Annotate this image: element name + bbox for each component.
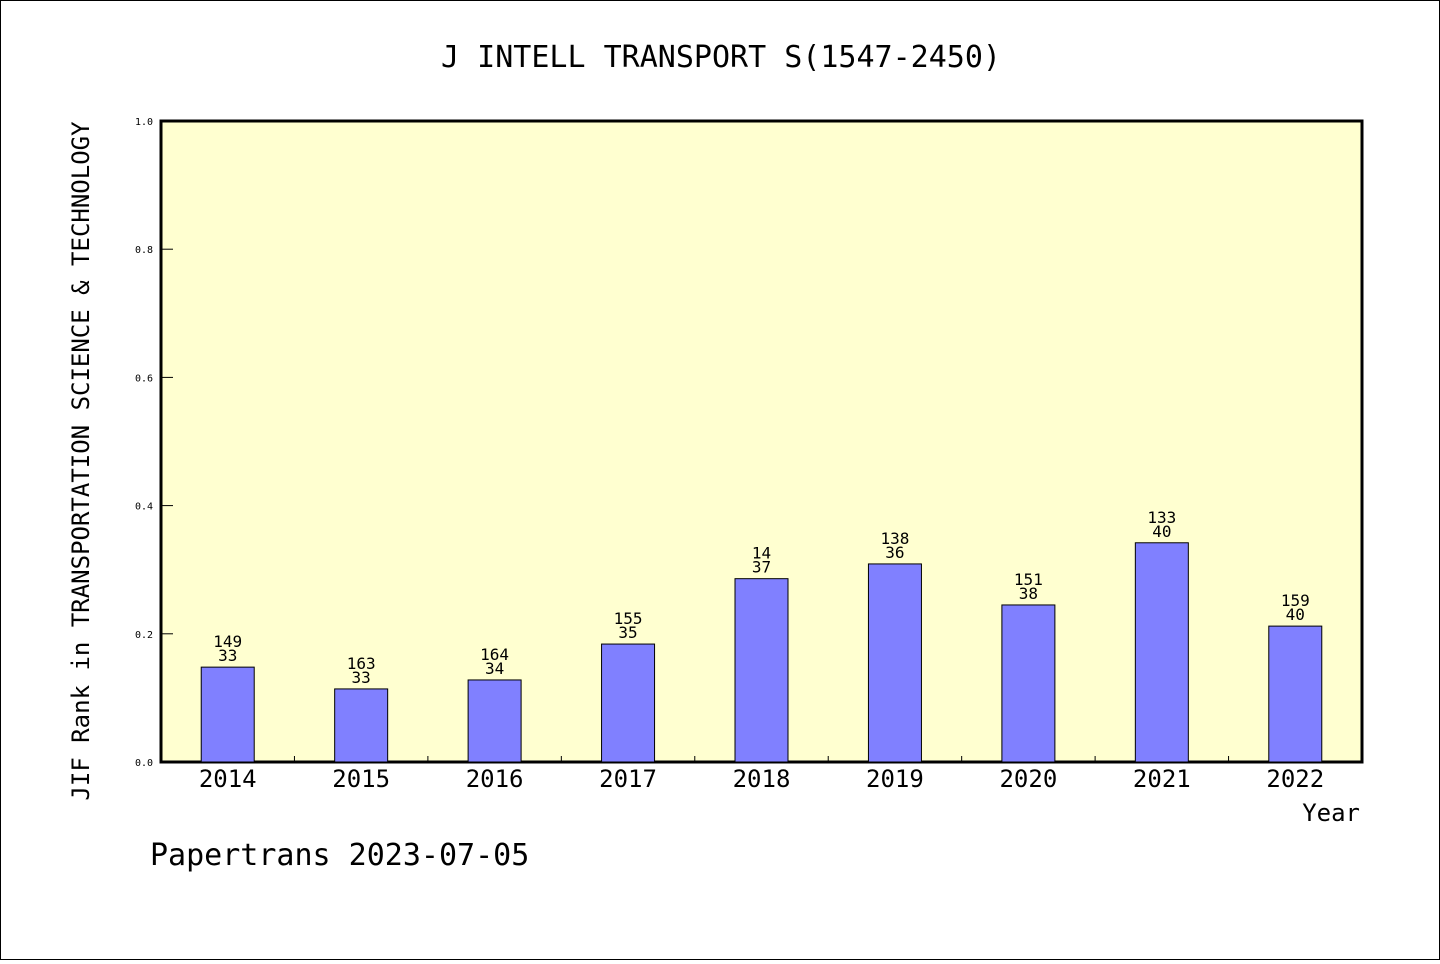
y-tick-label-0.8: 0.8 — [135, 245, 153, 256]
x-tick-label-2017: 2017 — [599, 765, 657, 793]
y-tick-label-0.4: 0.4 — [135, 502, 153, 513]
bar-2014 — [200, 666, 255, 763]
x-axis-label: Year — [1302, 799, 1360, 827]
x-tick-label-2014: 2014 — [199, 765, 257, 793]
bar-label-top-2018: 14 — [752, 544, 771, 563]
chart-title: J INTELL TRANSPORT S(1547-2450) — [441, 40, 1001, 75]
bar-2021 — [1134, 542, 1189, 763]
footer-credit: Papertrans 2023-07-05 — [150, 838, 529, 873]
x-tick-label-2016: 2016 — [466, 765, 524, 793]
bar-label-top-2016: 164 — [480, 645, 509, 664]
x-tick-label-2022: 2022 — [1266, 765, 1324, 793]
bar-label-bottom-2017: 35 — [618, 623, 637, 642]
bar-label-bottom-2014: 33 — [218, 646, 237, 665]
bar-2015 — [334, 688, 389, 763]
y-tick-label-0.0: 0.0 — [135, 758, 153, 769]
y-tick-label-0.6: 0.6 — [135, 373, 153, 384]
x-tick-label-2019: 2019 — [866, 765, 924, 793]
bar-label-bottom-2018: 37 — [752, 558, 771, 577]
bar-2020 — [1001, 604, 1056, 763]
axes-layer: 2014 2015 2016 2017 2018 2019 2020 2021 2022 0.0 0… — [135, 117, 1324, 793]
bar-label-top-2017: 155 — [614, 609, 643, 628]
bar-label-top-2014: 149 — [213, 632, 242, 651]
bar-label-bottom-2022: 40 — [1286, 605, 1305, 624]
bar-2017 — [601, 643, 656, 763]
bar-label-top-2021: 133 — [1147, 508, 1176, 527]
bar-2018 — [734, 578, 789, 763]
x-tick-label-2015: 2015 — [332, 765, 390, 793]
bar-label-top-2015: 163 — [347, 654, 376, 673]
bar-2022 — [1268, 625, 1323, 763]
bar-label-top-2020: 151 — [1014, 570, 1043, 589]
bar-label-bottom-2021: 40 — [1152, 522, 1171, 541]
bar-label-bottom-2019: 36 — [885, 543, 904, 562]
x-tick-label-2018: 2018 — [733, 765, 791, 793]
bar-label-bottom-2015: 33 — [352, 668, 371, 687]
bar-2016 — [467, 679, 522, 763]
bar-label-bottom-2020: 38 — [1019, 584, 1038, 603]
y-tick-label-1.0: 1.0 — [135, 117, 153, 128]
bar-label-top-2019: 138 — [880, 529, 909, 548]
x-tick-label-2020: 2020 — [999, 765, 1057, 793]
y-tick-label-0.2: 0.2 — [135, 630, 153, 641]
bar-label-bottom-2016: 34 — [485, 659, 504, 678]
x-tick-label-2021: 2021 — [1133, 765, 1191, 793]
bar-2019 — [867, 563, 922, 763]
bar-label-top-2022: 159 — [1281, 591, 1310, 610]
y-axis-label: JIF Rank in TRANSPORTATION SCIENCE & TEC… — [67, 121, 95, 801]
